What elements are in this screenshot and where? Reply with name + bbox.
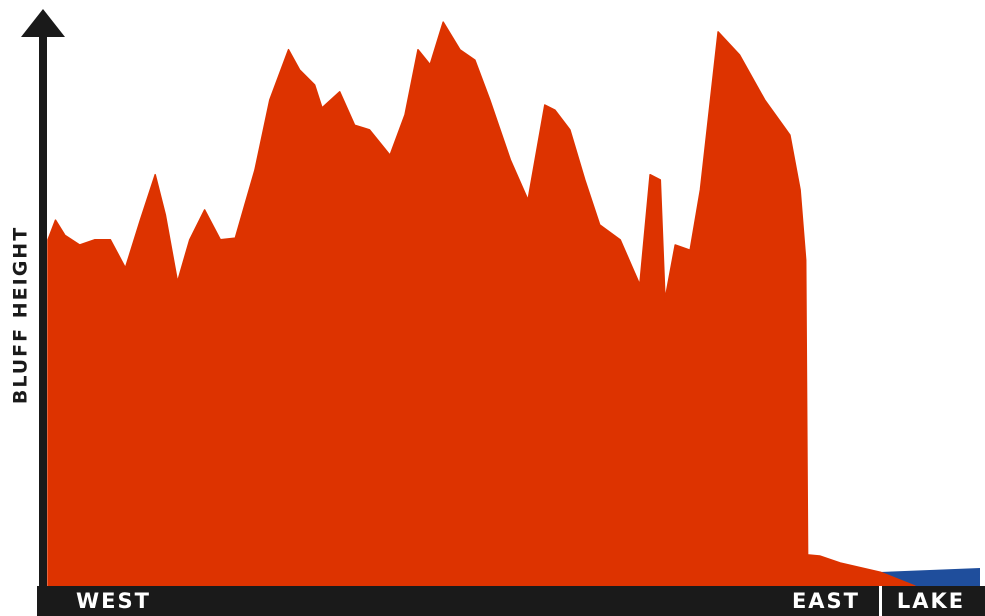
east-label: EAST [792,589,860,613]
x-axis-bar [37,586,985,616]
lake-box [882,586,985,616]
plot [47,21,916,587]
lake-label: LAKE [897,589,965,613]
y-axis-line [39,34,47,590]
west-label: WEST [76,589,151,613]
y-axis-arrow [21,9,65,37]
lake-divider [879,586,882,616]
y-axis-label: BLUFF HEIGHT [10,226,32,404]
bluff-area [47,21,916,587]
